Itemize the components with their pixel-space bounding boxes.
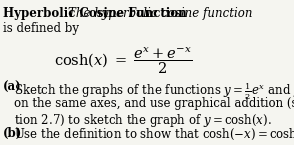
- Text: The hyperbolic cosine function: The hyperbolic cosine function: [68, 8, 253, 20]
- Text: $\cosh(x)\; =\; \dfrac{e^{x}+e^{-x}}{2}$: $\cosh(x)\; =\; \dfrac{e^{x}+e^{-x}}{2}$: [54, 45, 192, 76]
- Text: Sketch the graphs of the functions $y = \frac{1}{2}e^x$ and $y = \frac{1}{2}e^{-: Sketch the graphs of the functions $y = …: [14, 81, 294, 102]
- Text: (b): (b): [3, 127, 22, 140]
- Text: tion 2.7) to sketch the graph of $y = \cosh(x)$.: tion 2.7) to sketch the graph of $y = \c…: [14, 112, 272, 129]
- Text: is defined by: is defined by: [3, 22, 79, 35]
- Text: Hyperbolic Cosine Function: Hyperbolic Cosine Function: [3, 8, 187, 20]
- Text: (a): (a): [3, 81, 22, 94]
- Text: Use the definition to show that $\cosh(-x) = \cosh(x)$.: Use the definition to show that $\cosh(-…: [14, 127, 294, 142]
- Text: on the same axes, and use graphical addition (see Sec-: on the same axes, and use graphical addi…: [14, 97, 294, 110]
